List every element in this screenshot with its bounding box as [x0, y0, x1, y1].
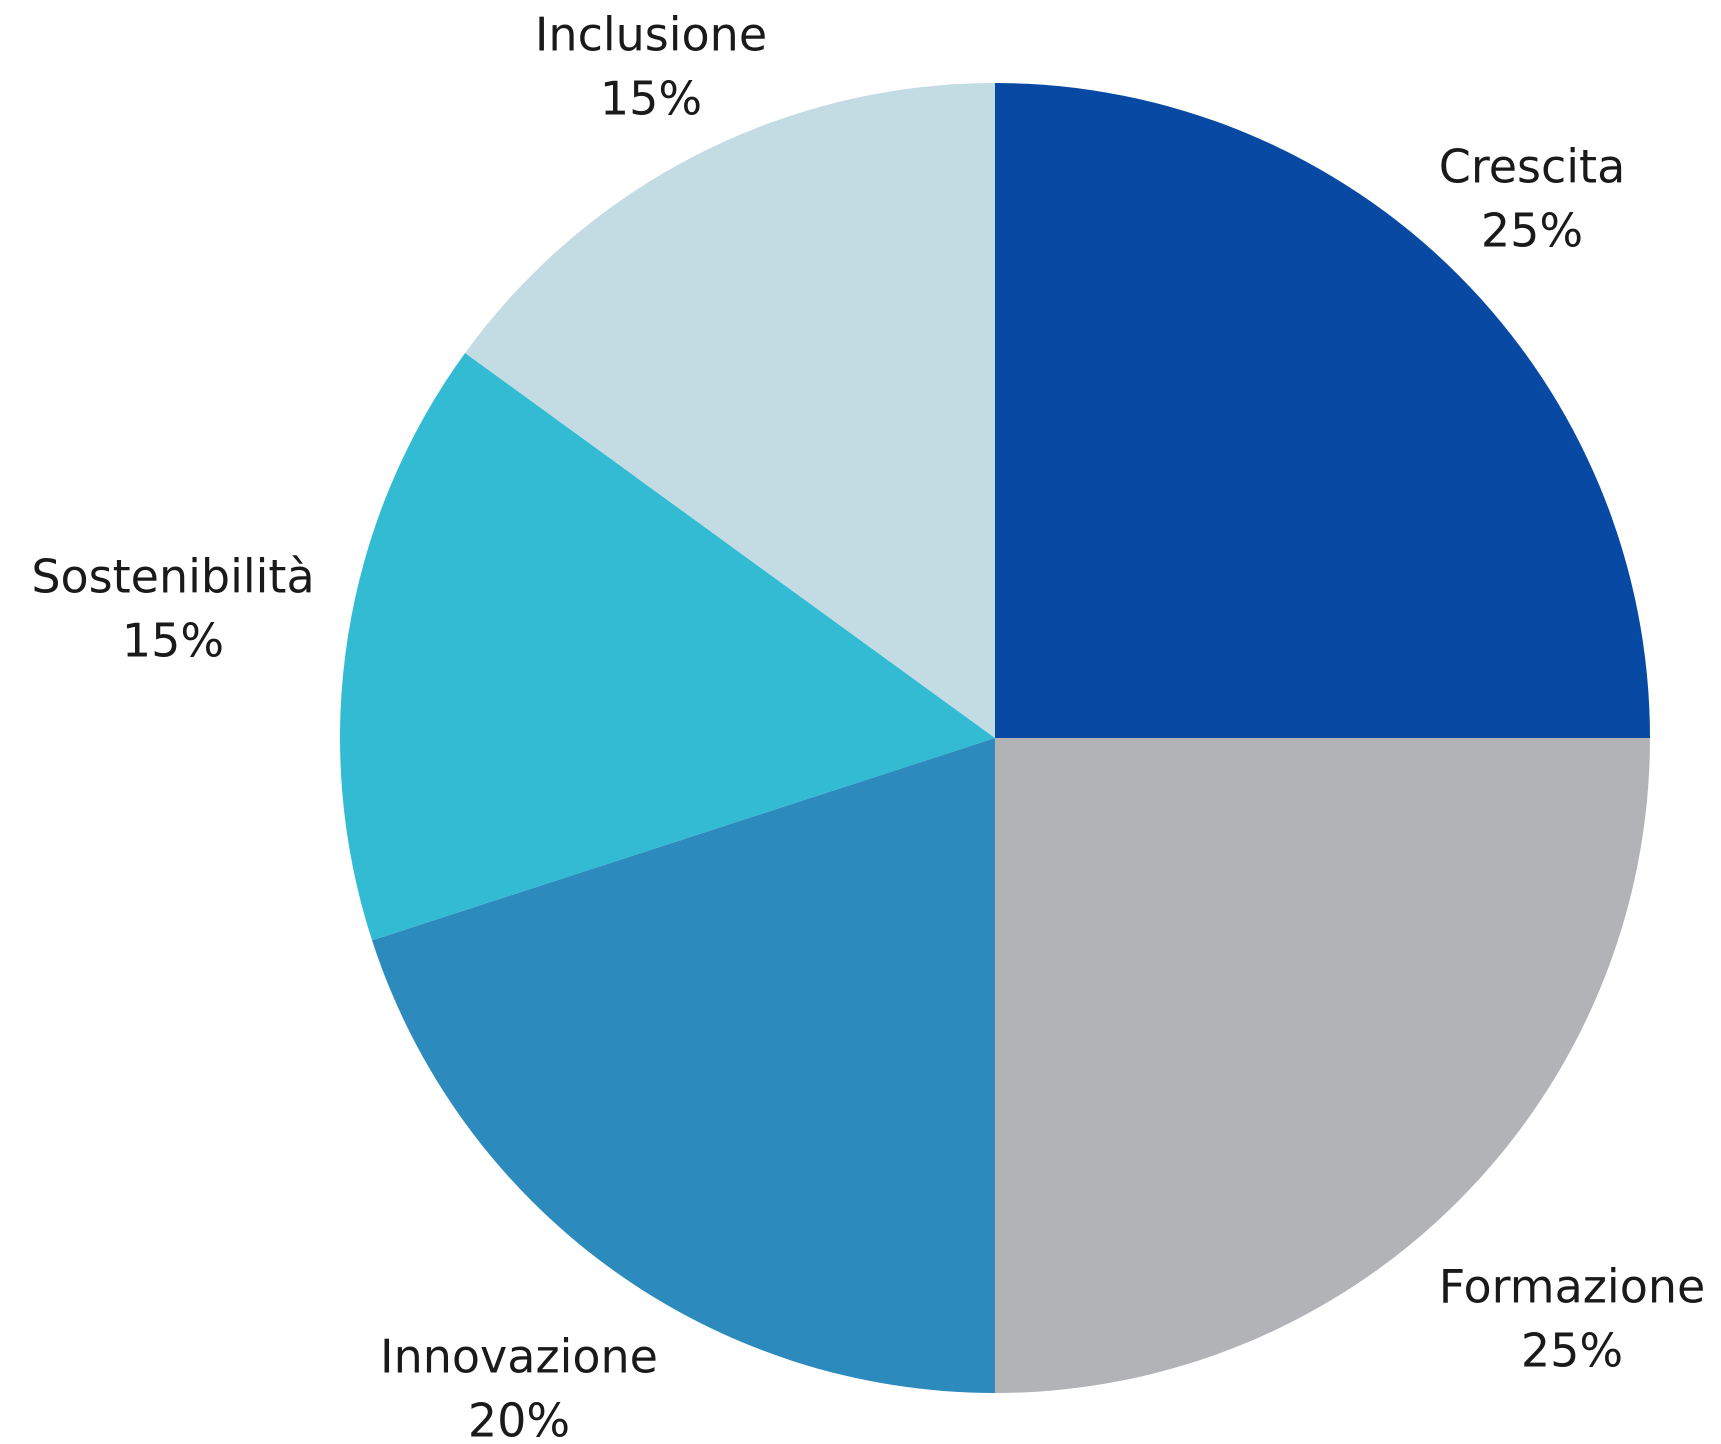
slice-value-innovazione: 20% — [468, 1394, 570, 1444]
slice-value-sostenibilita: 15% — [122, 614, 224, 668]
pie-slice-inclusione — [465, 83, 996, 738]
slice-label-innovazione: Innovazione — [380, 1330, 658, 1384]
pie-slice-innovazione — [372, 738, 995, 1393]
slice-label-formazione: Formazione — [1439, 1260, 1706, 1314]
pie-labels: Crescita 25% Formazione 25% Innovazione 20% So… — [31, 8, 1705, 1444]
slice-label-crescita: Crescita — [1439, 140, 1626, 194]
slice-label-inclusione: Inclusione — [535, 8, 767, 62]
slice-label-sostenibilita: Sostenibilità — [31, 550, 314, 604]
slice-value-formazione: 25% — [1521, 1324, 1623, 1378]
slice-value-crescita: 25% — [1481, 204, 1583, 258]
pie-slice-crescita — [995, 83, 1650, 738]
pie-slice-formazione — [995, 738, 1650, 1393]
slice-value-inclusione: 15% — [600, 72, 702, 126]
pie-slice-sostenibilita — [339, 353, 995, 941]
pie-slices — [339, 83, 1650, 1393]
